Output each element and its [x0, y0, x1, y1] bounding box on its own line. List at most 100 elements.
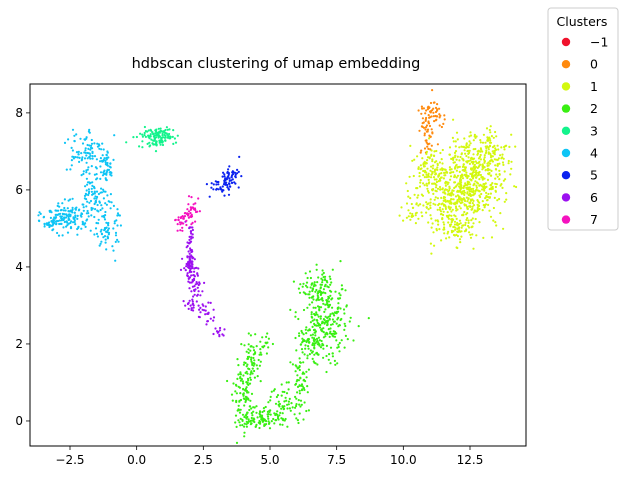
scatter-point-cluster-5 — [85, 171, 88, 174]
scatter-point-cluster-3 — [256, 375, 259, 378]
scatter-point-cluster-2 — [427, 208, 430, 211]
legend-marker — [561, 126, 571, 135]
scatter-point-cluster-3 — [239, 424, 242, 427]
scatter-point-cluster-3 — [328, 332, 331, 335]
scatter-point-cluster-5 — [116, 208, 119, 211]
scatter-point-cluster-3 — [319, 315, 322, 318]
scatter-point-cluster-3 — [317, 298, 321, 301]
scatter-point-cluster-2 — [480, 192, 483, 196]
scatter-point-cluster-2 — [422, 174, 425, 177]
scatter-point-cluster-7 — [187, 260, 190, 263]
scatter-point-cluster-2 — [426, 203, 429, 206]
scatter-point-cluster-6 — [220, 188, 223, 191]
scatter-point-cluster-5 — [99, 208, 102, 212]
scatter-point-cluster-5 — [64, 216, 68, 219]
scatter-point-cluster-3 — [275, 419, 278, 422]
scatter-point-cluster-3 — [294, 336, 297, 340]
scatter-point-cluster-3 — [307, 338, 310, 341]
scatter-point-cluster-2 — [480, 176, 483, 179]
scatter-point-cluster-5 — [114, 234, 118, 237]
scatter-point-cluster-5 — [94, 208, 97, 211]
scatter-point-cluster-2 — [439, 151, 442, 155]
scatter-point-cluster-3 — [315, 299, 318, 302]
scatter-point-cluster-4 — [144, 130, 147, 133]
scatter-point-cluster-3 — [323, 310, 326, 313]
scatter-point-cluster-3 — [235, 441, 239, 444]
legend-label: 5 — [590, 168, 598, 183]
scatter-point-cluster-5 — [53, 216, 56, 219]
scatter-point-cluster-2 — [434, 172, 437, 175]
scatter-point-cluster-2 — [493, 196, 496, 199]
scatter-point-cluster-5 — [99, 230, 102, 233]
scatter-point-cluster-2 — [422, 169, 425, 173]
scatter-point-cluster-5 — [105, 230, 108, 233]
scatter-point-cluster-5 — [91, 181, 94, 184]
scatter-point-cluster-6 — [223, 179, 226, 182]
scatter-point-cluster-2 — [463, 191, 466, 194]
scatter-point-cluster-1 — [423, 132, 426, 135]
scatter-point-cluster-3 — [242, 363, 245, 366]
scatter-point-cluster-2 — [465, 146, 468, 149]
scatter-point-cluster-7 — [189, 304, 192, 307]
scatter-point-cluster-5 — [95, 232, 99, 235]
scatter-point-cluster-3 — [312, 285, 315, 288]
scatter-point-cluster-5 — [69, 168, 72, 171]
scatter-point-cluster-2 — [473, 163, 476, 166]
scatter-point-cluster-2 — [444, 184, 447, 187]
scatter-point-cluster-2 — [466, 176, 469, 179]
scatter-point-cluster-2 — [444, 188, 447, 191]
scatter-point-cluster-7 — [190, 307, 193, 310]
scatter-point-cluster-5 — [61, 234, 64, 237]
scatter-point-cluster-3 — [267, 337, 270, 340]
scatter-point-cluster-3 — [307, 345, 310, 348]
scatter-point-cluster-2 — [489, 131, 492, 134]
scatter-point-cluster-2 — [469, 134, 473, 137]
scatter-point-cluster-5 — [73, 219, 76, 222]
scatter-point-cluster-4 — [154, 150, 158, 153]
scatter-point-cluster-2 — [453, 181, 456, 184]
scatter-point-cluster-2 — [484, 152, 487, 155]
scatter-point-cluster-2 — [431, 160, 434, 163]
scatter-point-cluster-1 — [430, 144, 433, 147]
scatter-point-cluster-2 — [462, 224, 465, 227]
scatter-point-cluster-3 — [250, 412, 253, 415]
scatter-point-cluster-5 — [80, 212, 83, 215]
scatter-point-cluster-2 — [462, 145, 465, 148]
scatter-point-cluster-3 — [268, 410, 271, 413]
scatter-point-cluster-3 — [312, 328, 316, 332]
scatter-point-cluster-2 — [459, 222, 462, 225]
scatter-point-cluster-3 — [335, 310, 339, 313]
scatter-point-cluster-7 — [209, 317, 212, 320]
scatter-point-cluster-5 — [91, 155, 94, 158]
scatter-point-cluster-2 — [469, 178, 472, 181]
scatter-point-cluster-2 — [425, 173, 428, 176]
scatter-point-cluster-3 — [298, 291, 302, 294]
scatter-point-cluster-8 — [194, 202, 197, 205]
scatter-point-cluster-3 — [251, 362, 254, 365]
scatter-point-cluster-2 — [490, 183, 493, 186]
scatter-point-cluster-2 — [435, 149, 438, 153]
scatter-point-cluster-2 — [477, 173, 480, 176]
scatter-point-cluster-7 — [187, 301, 190, 304]
scatter-point-cluster-2 — [469, 205, 472, 208]
scatter-point-cluster-3 — [322, 347, 325, 350]
scatter-point-cluster-2 — [471, 162, 475, 165]
scatter-point-cluster-3 — [336, 362, 339, 365]
legend-marker — [561, 104, 571, 113]
scatter-point-cluster-5 — [109, 166, 112, 169]
scatter-point-cluster-8 — [178, 221, 181, 224]
scatter-point-cluster-3 — [237, 404, 240, 407]
scatter-point-cluster-3 — [298, 334, 301, 337]
scatter-point-cluster-3 — [289, 361, 292, 364]
scatter-point-cluster-2 — [453, 151, 457, 154]
scatter-point-cluster-5 — [89, 157, 92, 160]
scatter-point-cluster-2 — [496, 164, 499, 167]
scatter-point-cluster-2 — [487, 148, 490, 151]
scatter-point-cluster-4 — [166, 133, 169, 136]
scatter-point-cluster-7 — [194, 266, 197, 270]
scatter-point-cluster-5 — [82, 206, 85, 209]
scatter-point-cluster-3 — [298, 403, 301, 406]
scatter-point-cluster-2 — [450, 223, 453, 226]
scatter-point-cluster-3 — [325, 300, 329, 304]
scatter-point-cluster-3 — [326, 303, 329, 306]
